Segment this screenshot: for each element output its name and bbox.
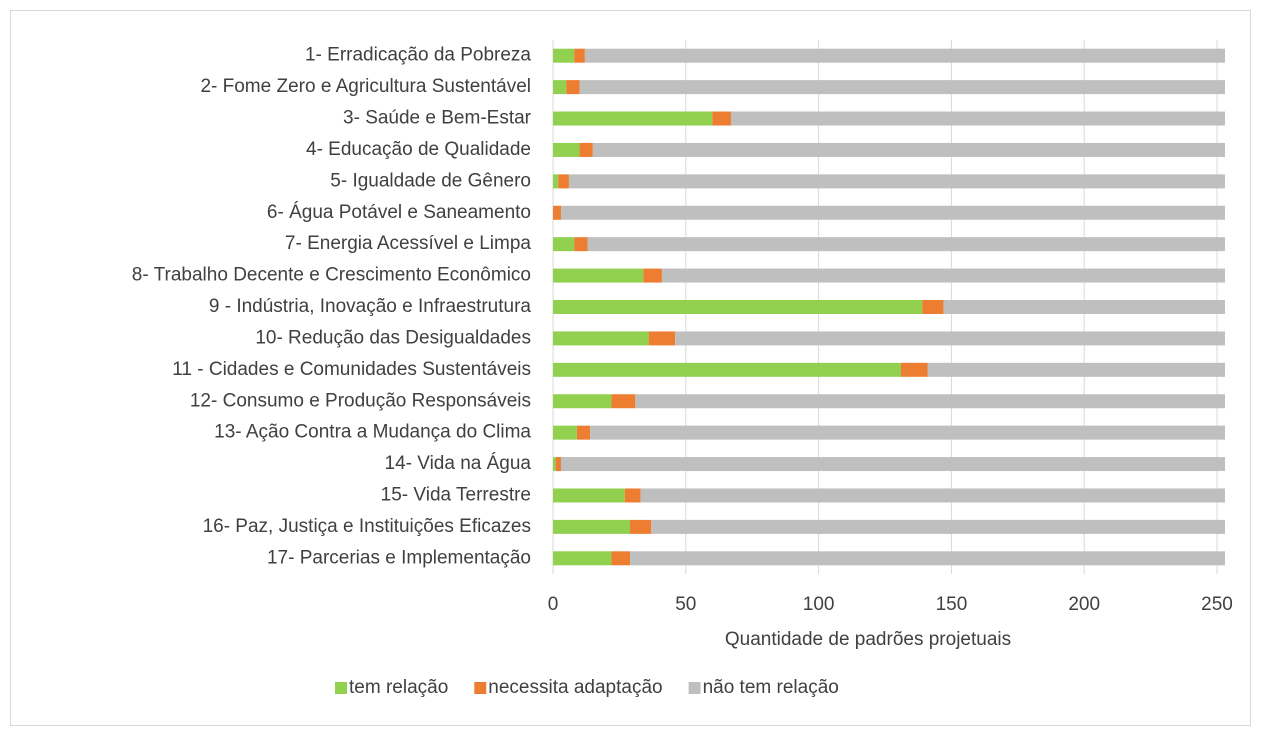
bar-segment (553, 519, 631, 534)
bar-segment (592, 142, 1225, 157)
legend-swatch (688, 682, 701, 694)
y-tick-label: 6- Água Potável e Saneamento (267, 202, 531, 223)
bar-segment (560, 205, 1225, 220)
y-tick-label: 8- Trabalho Decente e Crescimento Econôm… (132, 265, 531, 286)
bar-segment (624, 488, 641, 503)
legend-label: não tem relação (703, 677, 839, 698)
y-tick-label: 4- Educação de Qualidade (306, 139, 531, 160)
bar-segment (553, 457, 556, 472)
bar-segment (590, 425, 1225, 440)
bar-segment (587, 237, 1225, 252)
bar-segment (553, 80, 567, 95)
bar-segment (553, 425, 577, 440)
y-tick-label: 3- Saúde e Bem-Estar (343, 108, 532, 129)
bar-segment (574, 48, 585, 63)
bar-segment (630, 519, 652, 534)
x-tick-label: 0 (548, 594, 559, 615)
bar-segment (579, 142, 593, 157)
bar-segment (553, 48, 575, 63)
bar-segment (640, 488, 1225, 503)
bar-segment (560, 457, 1225, 472)
legend-swatch (474, 682, 487, 694)
bar-segment (943, 300, 1225, 314)
bar-segment (553, 394, 612, 409)
bar-segment (922, 300, 944, 314)
y-tick-label: 14- Vida na Água (385, 453, 532, 474)
bar-segment (648, 331, 676, 346)
bar-segment (553, 142, 580, 157)
y-tick-label: 15- Vida Terrestre (381, 484, 531, 505)
bar-segment (553, 551, 612, 566)
bar-segment (566, 80, 580, 95)
bar-segment (553, 488, 625, 503)
y-tick-label: 9 - Indústria, Inovação e Infraestrutura (209, 296, 532, 317)
bar-segment (900, 362, 928, 377)
bar-segment (712, 111, 731, 126)
x-tick-label: 200 (1068, 594, 1100, 615)
bar-segment (675, 331, 1225, 346)
bar-segment (611, 394, 636, 409)
bar-segment (553, 268, 644, 283)
legend-label: necessita adaptação (488, 677, 662, 698)
y-tick-label: 7- Energia Acessível e Limpa (285, 233, 532, 254)
y-tick-label: 11 - Cidades e Comunidades Sustentáveis (172, 359, 531, 380)
bar-segment (553, 300, 923, 314)
legend-swatch (335, 682, 347, 694)
bar-segment (553, 362, 901, 377)
bar-segment (574, 237, 588, 252)
x-tick-label: 100 (803, 594, 835, 615)
bar-segment (555, 457, 561, 472)
bar-segment (630, 551, 1225, 566)
bar-segment (576, 425, 591, 440)
y-tick-label: 17- Parcerias e Implementação (267, 547, 531, 568)
x-tick-label: 150 (936, 594, 968, 615)
y-tick-label: 13- Ação Contra a Mudança do Clima (214, 422, 531, 443)
y-tick-label: 12- Consumo e Produção Responsáveis (190, 390, 531, 411)
bar-segment (553, 237, 575, 252)
bar-segment (635, 394, 1225, 409)
y-tick-label: 1- Erradicação da Pobreza (305, 45, 531, 66)
bar-segment (553, 331, 649, 346)
bar-segment (927, 362, 1225, 377)
bar-segment (730, 111, 1225, 126)
bar-segment (568, 174, 1225, 189)
bar-segment (584, 48, 1225, 63)
x-axis-title: Quantidade de padrões projetuais (725, 629, 1011, 650)
bar-segment (643, 268, 662, 283)
bar-segment (553, 111, 713, 126)
bar-segment (558, 174, 569, 189)
y-tick-label: 5- Igualdade de Gênero (330, 170, 531, 191)
x-tick-label: 250 (1201, 594, 1233, 615)
y-tick-label: 10- Redução das Desigualdades (255, 327, 531, 348)
bar-segment (661, 268, 1225, 283)
bar-segment (579, 80, 1225, 95)
bar-segment (611, 551, 631, 566)
bar-segment (651, 519, 1225, 534)
bar-segment (553, 205, 561, 220)
y-tick-label: 16- Paz, Justiça e Instituições Eficazes (203, 516, 531, 537)
x-tick-label: 50 (675, 594, 696, 615)
bar-segment (553, 174, 559, 189)
legend-label: tem relação (349, 677, 448, 698)
y-tick-label: 2- Fome Zero e Agricultura Sustentável (200, 76, 531, 97)
